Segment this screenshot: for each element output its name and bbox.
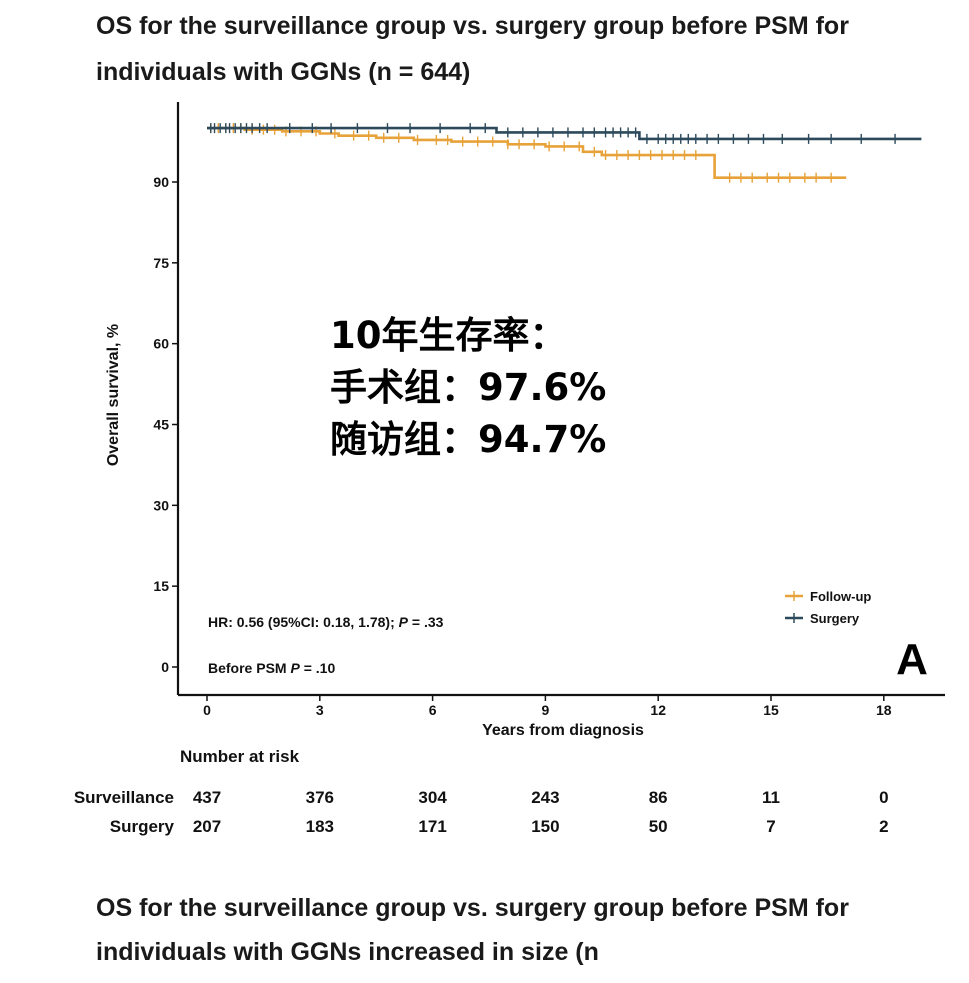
figure-title-top-line1: OS for the surveillance group vs. surger… (96, 12, 849, 40)
chart-curves (207, 123, 922, 183)
x-tick-label-15: 15 (763, 702, 779, 718)
annotation-line2: 手术组：97.6% (330, 366, 607, 409)
y-tick-label-75: 75 (153, 255, 169, 271)
x-tick-label-3: 3 (316, 702, 324, 718)
risk-table-header: Number at risk (180, 747, 300, 766)
series-line-surgery (207, 126, 922, 141)
x-tick-label-18: 18 (876, 702, 892, 718)
hr-stats-text: HR: 0.56 (95%CI: 0.18, 1.78); P = .33 (208, 614, 444, 630)
risk-value-surgery-6: 171 (418, 817, 447, 836)
y-tick-label-45: 45 (153, 417, 169, 433)
y-tick-label-60: 60 (153, 336, 169, 352)
figure-title-bottom-line2: individuals with GGNs increased in size … (96, 938, 599, 966)
risk-value-surveillance-18: 0 (879, 788, 889, 807)
figure-title-bottom-line1: OS for the surveillance group vs. surger… (96, 894, 849, 922)
risk-row-label-surveillance: Surveillance (73, 788, 174, 807)
risk-value-surgery-0: 207 (192, 817, 222, 836)
y-tick-label-0: 0 (161, 659, 169, 675)
risk-value-surveillance-9: 243 (531, 788, 560, 807)
risk-value-surgery-15: 7 (766, 817, 776, 836)
annotation-line1: 10年生存率： (330, 314, 567, 357)
before-psm-text: Before PSM P = .10 (208, 660, 335, 676)
risk-value-surgery-18: 2 (879, 817, 889, 836)
y-tick-label-90: 90 (153, 174, 169, 190)
panel-label: A (896, 635, 928, 684)
legend-label-surgery: Surgery (810, 611, 860, 626)
risk-value-surgery-3: 183 (305, 817, 334, 836)
risk-value-surgery-9: 150 (531, 817, 560, 836)
y-tick-label-15: 15 (153, 578, 169, 594)
cropped-fade-overlay (600, 940, 900, 980)
risk-value-surveillance-6: 304 (418, 788, 447, 807)
y-tick-label-30: 30 (153, 497, 169, 513)
risk-value-surveillance-0: 437 (192, 788, 222, 807)
legend-label-follow-up: Follow-up (810, 589, 871, 604)
x-tick-label-9: 9 (542, 702, 550, 718)
x-tick-label-0: 0 (203, 702, 211, 718)
risk-value-surveillance-3: 376 (305, 788, 334, 807)
chart-texts: Years from diagnosis Overall survival, % F… (105, 324, 928, 739)
chart-axes: 0 15 30 45 60 75 90 0 3 6 9 12 15 18 (153, 102, 945, 718)
figure-title-top-line2: individuals with GGNs (n = 644) (96, 58, 471, 86)
y-axis-label: Overall survival, % (105, 324, 122, 466)
risk-value-surgery-12: 50 (648, 817, 668, 836)
x-tick-label-12: 12 (650, 702, 666, 718)
annotation-line3: 随访组：94.7% (330, 418, 607, 461)
risk-value-surveillance-12: 86 (648, 788, 668, 807)
risk-value-surveillance-15: 11 (762, 788, 780, 807)
x-axis-label: Years from diagnosis (482, 722, 644, 739)
risk-row-label-surgery: Surgery (109, 817, 174, 836)
series-line-follow-up (207, 126, 847, 179)
x-tick-label-6: 6 (429, 702, 437, 718)
